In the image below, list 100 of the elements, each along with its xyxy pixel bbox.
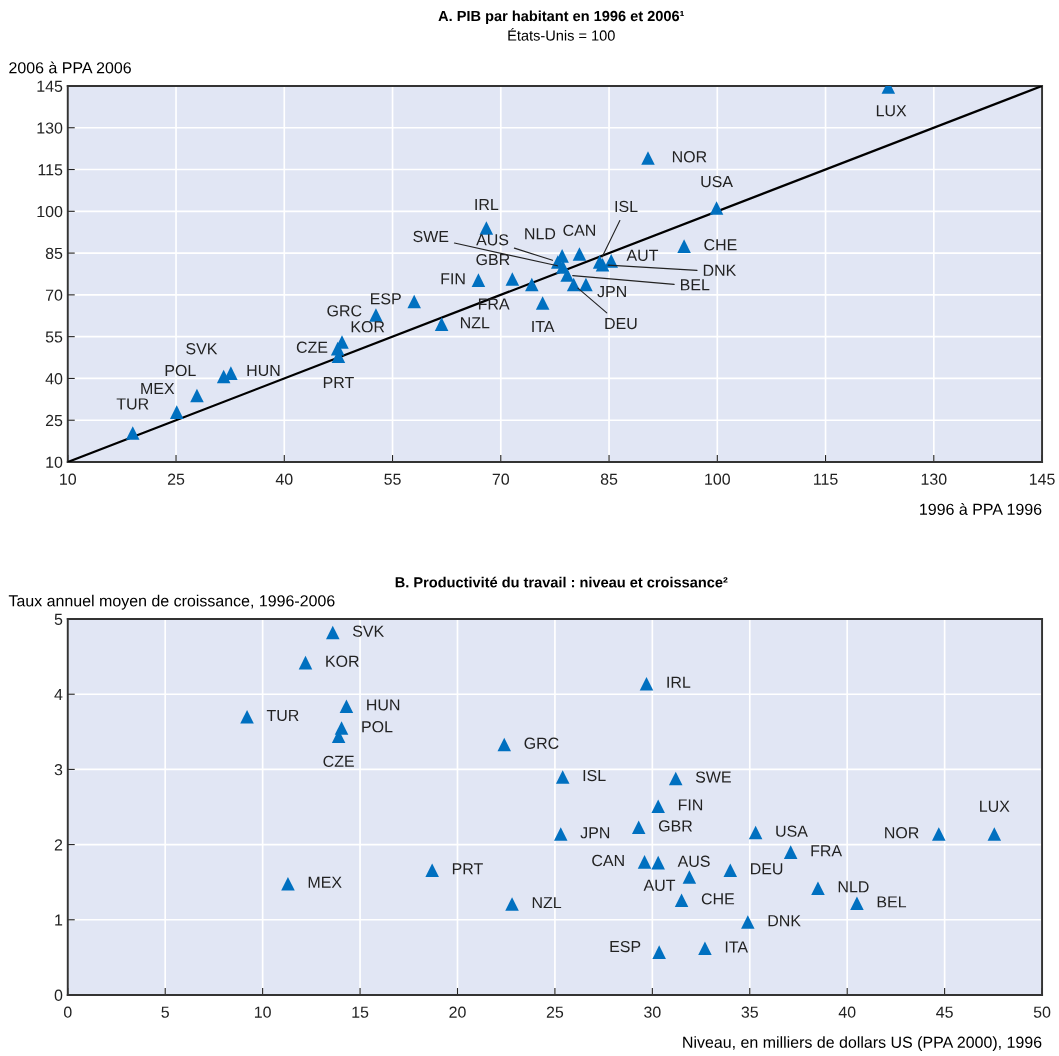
point bbox=[479, 221, 494, 235]
annotation: DEU bbox=[751, 863, 783, 875]
point bbox=[783, 845, 798, 859]
annotation: AUS bbox=[476, 234, 509, 246]
annotation: BEL bbox=[877, 896, 907, 908]
y-tick-label: 25 bbox=[45, 414, 63, 427]
point bbox=[553, 827, 568, 841]
point bbox=[639, 676, 654, 691]
annotation: GRC bbox=[524, 737, 559, 749]
annotation: POL bbox=[165, 364, 196, 377]
annotation: GRC bbox=[327, 305, 362, 317]
annotation: KOR bbox=[351, 321, 385, 333]
y-tick-label: 130 bbox=[37, 122, 63, 134]
y-tick-label: 85 bbox=[45, 247, 63, 260]
annotation: CAN bbox=[563, 224, 596, 236]
annotation: MEX bbox=[308, 876, 342, 888]
x-tick-label: 10 bbox=[254, 1006, 271, 1018]
point bbox=[572, 247, 587, 261]
y-tick-label: 55 bbox=[45, 331, 63, 343]
annotation: CZE bbox=[296, 341, 328, 353]
x-tick-label: 50 bbox=[1033, 1006, 1051, 1018]
point bbox=[369, 308, 383, 322]
annotation: PRT bbox=[323, 377, 354, 389]
annotation: ISL bbox=[583, 769, 606, 782]
y-tick-label: 0 bbox=[54, 989, 63, 1001]
annotation: USA bbox=[776, 825, 808, 837]
x-tick-label: 115 bbox=[814, 473, 838, 485]
annotation: KOR bbox=[326, 655, 359, 667]
annotation: AUS bbox=[677, 855, 710, 867]
x-tick-label: 40 bbox=[838, 1006, 856, 1018]
point bbox=[932, 827, 946, 841]
annotation: LUX bbox=[980, 800, 1010, 812]
x-tick-label: 45 bbox=[936, 1006, 953, 1018]
point bbox=[434, 317, 449, 331]
y-tick-label: 1 bbox=[55, 914, 63, 926]
y-tick-label: 40 bbox=[45, 373, 63, 385]
x-tick-label: 0 bbox=[63, 1006, 72, 1018]
point bbox=[339, 699, 354, 714]
point bbox=[407, 294, 421, 309]
point bbox=[560, 268, 574, 282]
annotation: AUT bbox=[626, 249, 659, 262]
point bbox=[850, 896, 864, 910]
annotation: DEU bbox=[605, 317, 637, 330]
annotation: DNK bbox=[703, 264, 737, 276]
annotation: FRA bbox=[811, 845, 843, 857]
x-tick-label: 5 bbox=[161, 1006, 169, 1018]
annotation: NLD bbox=[838, 881, 869, 893]
point bbox=[505, 897, 519, 911]
annotation: AUT bbox=[643, 879, 676, 891]
point bbox=[668, 771, 683, 786]
y-tick-label: 100 bbox=[37, 205, 63, 218]
point bbox=[425, 863, 439, 877]
point bbox=[326, 625, 340, 640]
annotation: ESP bbox=[610, 940, 641, 953]
chart-title: A. PIB par habitant en 1996 et 2006¹ bbox=[438, 10, 685, 25]
annotation: CZE bbox=[323, 755, 354, 767]
annotation: JPN bbox=[597, 286, 626, 298]
x-tick-label: 55 bbox=[384, 473, 401, 485]
x-tick-label: 25 bbox=[546, 1006, 564, 1018]
y-tick-label: 3 bbox=[54, 764, 63, 776]
annotation: HUN bbox=[367, 699, 400, 711]
annotation: NOR bbox=[885, 827, 919, 839]
point bbox=[281, 876, 295, 891]
point bbox=[240, 710, 254, 724]
annotation: CHE bbox=[704, 239, 737, 251]
annotation: NZL bbox=[460, 317, 490, 329]
point bbox=[631, 820, 646, 835]
point bbox=[709, 201, 724, 215]
point bbox=[682, 870, 697, 884]
point bbox=[987, 827, 1002, 841]
point bbox=[811, 881, 825, 895]
point bbox=[723, 863, 738, 877]
x-tick-label: 20 bbox=[449, 1006, 466, 1018]
annotation: DNK bbox=[768, 915, 801, 927]
point bbox=[637, 855, 652, 869]
annotation: USA bbox=[701, 175, 733, 188]
annotation: FIN bbox=[441, 273, 465, 285]
point bbox=[677, 239, 691, 253]
y-axis-title: 2006 à PPA 2006 bbox=[9, 61, 131, 74]
x-tick-label: 30 bbox=[644, 1006, 661, 1018]
annotation: POL bbox=[362, 721, 393, 733]
annotation: ESP bbox=[371, 293, 401, 305]
annotation: ISL bbox=[615, 200, 638, 213]
point bbox=[125, 426, 140, 440]
annotation: SWE bbox=[413, 230, 449, 243]
y-axis-title: Taux annuel moyen de croissance, 1996-2006 bbox=[8, 594, 335, 610]
x-axis-title: 1996 à PPA 1996 bbox=[920, 503, 1042, 515]
y-tick-label: 115 bbox=[38, 164, 63, 176]
x-tick-label: 130 bbox=[921, 473, 947, 485]
annotation: MEX bbox=[141, 383, 175, 395]
annotation: NLD bbox=[525, 228, 556, 240]
annotation: ITA bbox=[532, 321, 555, 333]
x-tick-label: 100 bbox=[705, 473, 730, 485]
annotation: TUR bbox=[116, 398, 149, 410]
annotation: BEL bbox=[680, 279, 710, 291]
point bbox=[741, 915, 755, 929]
point bbox=[698, 941, 712, 956]
x-tick-label: 70 bbox=[492, 473, 510, 485]
x-tick-label: 40 bbox=[275, 473, 293, 485]
x-tick-label: 15 bbox=[352, 1006, 369, 1018]
